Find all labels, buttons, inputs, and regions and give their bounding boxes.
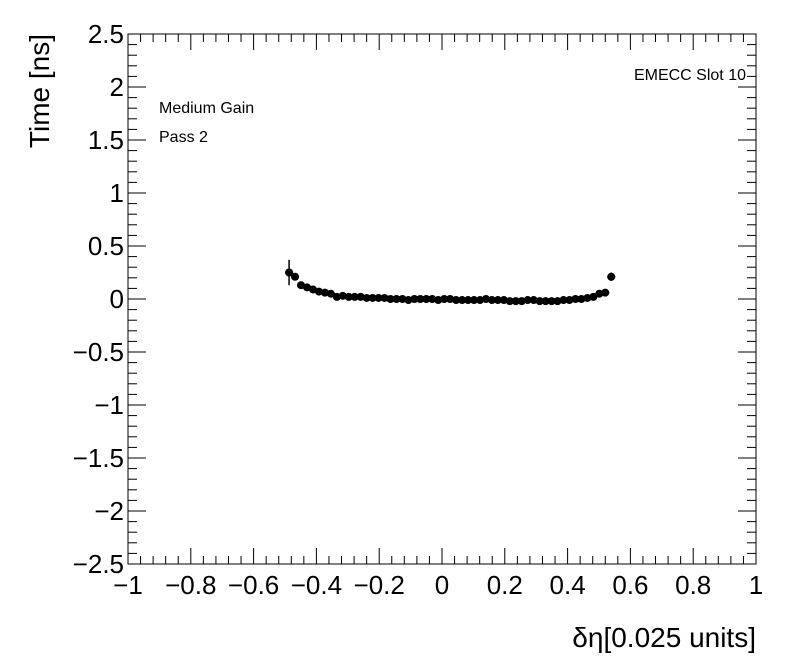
data-point	[356, 292, 365, 301]
annotation-pass: Pass 2	[159, 129, 208, 146]
data-point	[595, 289, 604, 298]
data-point	[547, 297, 556, 306]
data-point	[511, 297, 520, 306]
data-point	[481, 295, 490, 303]
annotation-gain: Medium Gain	[159, 100, 254, 117]
data-point	[607, 272, 616, 281]
x-tick-label: 1	[749, 570, 763, 600]
data-point	[326, 289, 335, 298]
data-point	[392, 295, 401, 303]
data-point	[416, 295, 425, 303]
x-tick-label: 0.4	[550, 570, 586, 600]
data-point	[601, 288, 610, 297]
y-axis-title: Time [ns]	[24, 34, 55, 148]
data-point	[523, 296, 532, 305]
y-tick-label: −2	[94, 496, 124, 526]
y-tick-label: −0.5	[73, 337, 124, 367]
data-point	[440, 295, 449, 303]
data-point	[410, 295, 419, 303]
annotation-slot: EMECC Slot 10	[634, 67, 746, 84]
x-axis-title: δη[0.025 units]	[572, 622, 756, 653]
data-point	[499, 296, 508, 305]
y-tick-label: 1	[110, 178, 124, 208]
data-point	[583, 293, 592, 302]
y-tick-label: −1	[94, 390, 124, 420]
data-point	[565, 296, 574, 305]
data-point	[470, 296, 479, 305]
x-tick-label: 0.8	[675, 570, 711, 600]
data-point	[285, 268, 294, 277]
x-tick-label: −0.2	[354, 570, 405, 600]
data-point	[362, 293, 371, 302]
data-point	[404, 296, 413, 305]
y-tick-label: 2.5	[88, 19, 124, 49]
data-point	[559, 296, 568, 305]
data-point	[505, 297, 514, 306]
data-point	[589, 292, 598, 301]
data-point	[320, 288, 329, 297]
y-tick-label: 2	[110, 72, 124, 102]
data-point	[434, 296, 443, 305]
data-point	[517, 297, 526, 306]
data-point	[332, 292, 341, 301]
data-point	[374, 293, 383, 302]
data-points	[285, 259, 616, 306]
data-point	[368, 293, 377, 302]
data-point	[422, 295, 431, 303]
data-point	[475, 296, 484, 305]
data-point	[535, 297, 544, 306]
x-tick-label: 0.2	[487, 570, 523, 600]
data-point	[487, 296, 496, 305]
data-point	[398, 295, 407, 303]
x-tick-label: −1	[113, 570, 143, 600]
data-point	[338, 291, 347, 300]
y-tick-label: −2.5	[73, 549, 124, 579]
data-point	[529, 296, 538, 305]
x-tick-label: −0.6	[228, 570, 279, 600]
data-point	[541, 297, 550, 306]
data-point	[493, 296, 502, 305]
data-point	[577, 295, 586, 303]
data-point	[428, 295, 437, 303]
axis-ticks	[127, 33, 757, 565]
x-tick-label: 0.6	[612, 570, 648, 600]
plot-frame	[127, 33, 757, 565]
data-point	[458, 296, 467, 305]
y-tick-label: 0.5	[88, 231, 124, 261]
x-tick-label: −0.4	[291, 570, 342, 600]
data-point	[446, 295, 455, 303]
y-tick-labels: 2.5 2 1.5 1 0.5 0 −0.5 −1 −1.5 −2 −2.5	[73, 19, 124, 579]
data-point	[380, 293, 389, 302]
data-point	[314, 287, 323, 296]
y-tick-label: 0	[110, 284, 124, 314]
data-point	[350, 292, 359, 301]
x-tick-label: −0.8	[165, 570, 216, 600]
data-point	[553, 297, 562, 306]
x-tick-labels: −1 −0.8 −0.6 −0.4 −0.2 0 0.2 0.4 0.6 0.8 1	[113, 570, 763, 600]
data-point	[452, 296, 461, 305]
data-point	[291, 272, 300, 281]
data-point	[386, 295, 395, 303]
data-point	[344, 292, 353, 301]
data-point	[464, 296, 473, 305]
x-tick-label: 0	[435, 570, 449, 600]
y-tick-label: −1.5	[73, 443, 124, 473]
data-point	[571, 295, 580, 303]
y-tick-label: 1.5	[88, 125, 124, 155]
